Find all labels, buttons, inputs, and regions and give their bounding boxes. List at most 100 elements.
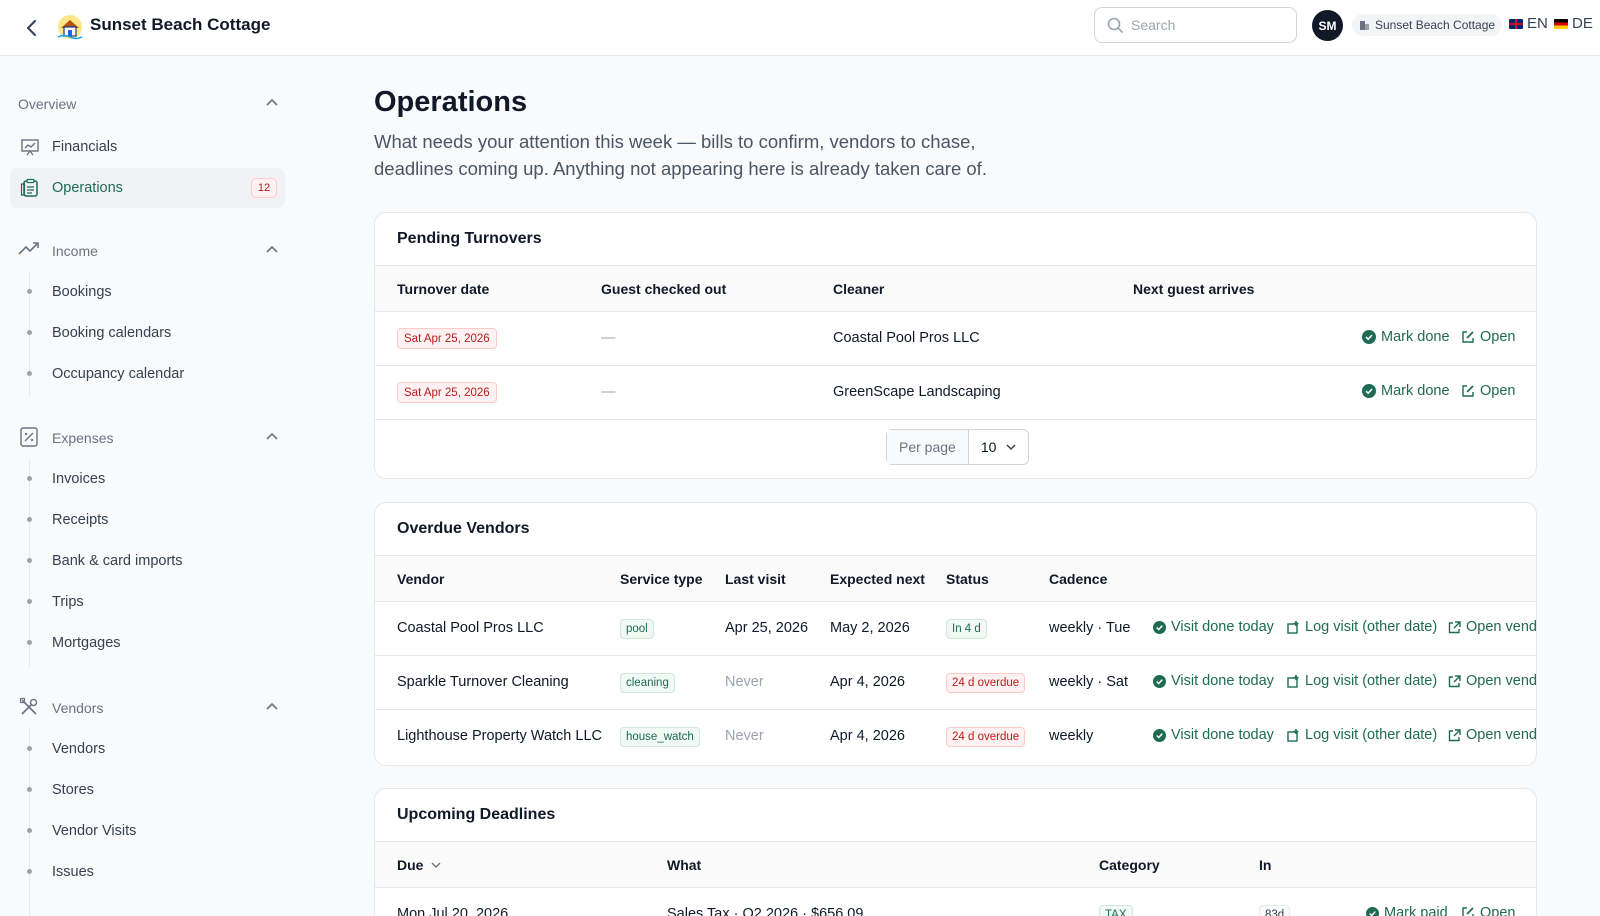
column-header[interactable]: What [667,857,702,873]
guest-checked-out: — [601,384,616,400]
page-description: What needs your attention this week — bi… [374,131,987,179]
tools-icon [19,697,39,717]
sidebar-item-financials[interactable]: Financials [10,127,285,167]
search-box[interactable] [1094,7,1297,43]
search-input[interactable] [1131,17,1281,33]
external-link-icon [1448,620,1461,634]
open-vendor-button[interactable]: Open vend [1448,727,1536,743]
sidebar-item-mortgages[interactable]: Mortgages [52,635,121,651]
sidebar-item-booking-calendars[interactable]: Booking calendars [52,325,172,341]
due-column-header[interactable]: Due [397,857,441,873]
per-page-control: Per page 10 [886,429,1030,465]
visit-done-today-button[interactable]: Visit done today [1153,619,1274,635]
column-header[interactable]: Status [946,571,989,587]
sidebar-item-trips[interactable]: Trips [52,594,84,610]
open-vendor-button[interactable]: Open vend [1448,673,1536,689]
open-button[interactable]: Open [1461,383,1515,399]
column-header[interactable]: Category [1099,857,1160,873]
sidebar-item-invoices[interactable]: Invoices [52,471,106,487]
check-circle-icon [1153,674,1166,688]
column-header[interactable]: In [1259,857,1272,873]
visit-done-today-button[interactable]: Visit done today [1153,673,1274,689]
sidebar-item-bookings[interactable]: Bookings [52,284,112,300]
service-type-badge: pool [620,619,654,639]
per-page-select[interactable]: 10 [969,439,1029,455]
section-overview-label: Overview [18,96,77,112]
visit-done-today-button[interactable]: Visit done today [1153,727,1274,743]
sidebar-item-operations-label: Operations [52,180,123,196]
overdue-vendors-title: Overdue Vendors [397,520,530,537]
open-vendor-button[interactable]: Open vend [1448,619,1536,635]
column-header[interactable]: Next guest arrives [1133,281,1255,297]
sort-chevron-icon [431,862,441,869]
table-row: Coastal Pool Pros LLC pool Apr 25, 2026 … [375,602,1536,656]
user-avatar[interactable]: SM [1312,10,1343,41]
column-header[interactable]: Guest checked out [601,281,727,297]
table-row: Sat Apr 25, 2026 — Coastal Pool Pros LLC… [375,312,1536,366]
sidebar-item-stores[interactable]: Stores [52,782,94,798]
log-visit-button[interactable]: Log visit (other date) [1287,619,1437,635]
guest-checked-out: — [601,330,616,346]
table-header: Vendor Service type Last visit Expected … [375,555,1536,602]
section-overview[interactable]: Overview [18,96,278,112]
open-button[interactable]: Open [1461,905,1515,916]
chevron-up-icon[interactable] [266,432,278,440]
section-vendors[interactable]: Vendors [18,697,278,717]
vendor-name: Lighthouse Property Watch LLC [397,728,602,744]
status-badge: 24 d overdue [946,673,1026,693]
tree-dot [27,746,32,751]
check-circle-icon [1153,728,1166,742]
per-page-value: 10 [980,439,997,455]
edit-icon [1461,906,1475,916]
vendor-name: Sparkle Turnover Cleaning [397,674,569,690]
section-income[interactable]: Income [18,242,278,259]
log-visit-button[interactable]: Log visit (other date) [1287,673,1437,689]
column-header[interactable]: Cleaner [833,281,885,297]
language-de[interactable]: DE [1554,15,1593,32]
mark-done-button[interactable]: Mark done [1362,383,1450,399]
top-bar: Sunset Beach Cottage SM Sunset Beach Cot… [0,0,1600,56]
tree-dot [27,787,32,792]
sidebar-item-issues[interactable]: Issues [52,864,94,880]
check-circle-icon [1362,330,1376,344]
sidebar-item-bank-card-imports[interactable]: Bank & card imports [52,553,183,569]
chevron-up-icon[interactable] [266,245,278,253]
vendor-name: Coastal Pool Pros LLC [397,620,544,636]
column-header[interactable]: Expected next [830,571,925,587]
sidebar-item-vendors[interactable]: Vendors [52,741,106,757]
chevron-up-icon[interactable] [266,98,278,106]
sidebar-item-occupancy-calendar[interactable]: Occupancy calendar [52,366,185,382]
property-switcher[interactable]: Sunset Beach Cottage [1352,14,1503,36]
calendar-plus-icon [1287,674,1300,688]
tree-dot [27,869,32,874]
section-expenses[interactable]: Expenses [18,427,278,447]
cadence: weekly [1049,728,1094,744]
mark-done-button[interactable]: Mark done [1362,329,1450,345]
column-header[interactable]: Vendor [397,571,445,587]
column-header[interactable]: Last visit [725,571,786,587]
sidebar-item-vendor-visits[interactable]: Vendor Visits [52,823,137,839]
language-en[interactable]: EN [1509,15,1548,32]
mark-paid-label: Mark paid [1384,905,1448,916]
back-arrow-icon[interactable] [20,16,44,40]
last-visit: Never [725,674,764,690]
chart-board-icon [20,137,40,157]
mark-paid-button[interactable]: Mark paid [1366,905,1448,916]
sidebar-item-operations[interactable]: Operations 12 [10,168,285,208]
sidebar-item-financials-label: Financials [52,139,118,155]
app-title: Sunset Beach Cottage [90,15,271,34]
vendors-tree-line [29,729,30,916]
open-label: Open [1480,329,1516,345]
tree-dot [27,371,32,376]
service-type-badge: house_watch [620,727,700,747]
chevron-up-icon[interactable] [266,702,278,710]
log-visit-label: Log visit (other date) [1305,727,1438,743]
column-header[interactable]: Cadence [1049,571,1108,587]
column-header[interactable]: Turnover date [397,281,490,297]
log-visit-button[interactable]: Log visit (other date) [1287,727,1437,743]
column-header[interactable]: Service type [620,571,703,587]
table-header: Turnover date Guest checked out Cleaner … [375,265,1536,312]
sidebar-item-receipts[interactable]: Receipts [52,512,109,528]
open-button[interactable]: Open [1461,329,1515,345]
language-en-label: EN [1527,15,1548,32]
